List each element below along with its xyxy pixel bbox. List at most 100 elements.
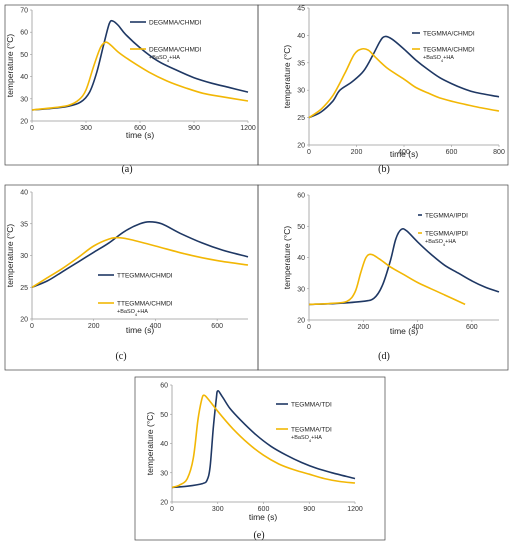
legend-entry-additive: +BaSO4+HA bbox=[425, 239, 456, 247]
panel-label: (c) bbox=[115, 351, 126, 362]
x-tick-label: 400 bbox=[398, 149, 410, 156]
series-line-filled bbox=[171, 394, 356, 489]
legend-entry-additive: +BaSO4+HA bbox=[149, 55, 180, 63]
legend: DEGMMA/CHMDI DEGMMA/CHMDI +BaSO4+HA bbox=[130, 19, 202, 63]
legend-entry-additive: +BaSO4+HA bbox=[117, 309, 148, 317]
y-tick-label: 35 bbox=[20, 221, 28, 228]
x-tick-label: 0 bbox=[30, 323, 34, 330]
series-line-filled bbox=[31, 236, 249, 288]
series-line-neat bbox=[308, 227, 500, 306]
x-tick-label: 0 bbox=[170, 506, 174, 513]
legend: TEGMMA/TDI TEGMMA/TDI +BaSO4+HA bbox=[276, 401, 332, 443]
series-line-neat bbox=[31, 19, 249, 111]
panel-label: (a) bbox=[121, 164, 132, 175]
y-axis-label: temperature (°C) bbox=[282, 45, 292, 109]
x-tick-label: 0 bbox=[307, 324, 311, 331]
x-axis-label: time (s) bbox=[249, 512, 278, 522]
x-tick-label: 300 bbox=[80, 125, 92, 132]
x-axis-label: time (s) bbox=[390, 326, 419, 336]
x-tick-label: 600 bbox=[466, 324, 478, 331]
legend-entry: DEGMMA/CHMDI bbox=[149, 46, 202, 53]
x-tick-label: 400 bbox=[150, 323, 162, 330]
legend-entry: TEGMMA/TDI bbox=[291, 401, 332, 408]
y-tick-label: 30 bbox=[20, 96, 28, 103]
y-tick-label: 50 bbox=[297, 224, 305, 231]
y-tick-label: 30 bbox=[297, 286, 305, 293]
series-line-filled bbox=[31, 41, 249, 111]
y-axis-label: temperature (°C) bbox=[5, 224, 15, 288]
x-axis-label: time (s) bbox=[126, 130, 155, 140]
y-tick-label: 30 bbox=[20, 253, 28, 260]
x-tick-label: 300 bbox=[212, 506, 224, 513]
x-tick-label: 0 bbox=[307, 149, 311, 156]
x-tick-label: 600 bbox=[134, 125, 146, 132]
legend-entry: TEGMMA/IPDI bbox=[425, 230, 468, 237]
y-tick-label: 20 bbox=[20, 317, 28, 324]
x-tick-label: 0 bbox=[30, 125, 34, 132]
legend-entry: TTEGMMA/CHMDI bbox=[117, 300, 173, 307]
series-line-neat bbox=[308, 35, 500, 119]
y-tick-label: 20 bbox=[160, 500, 168, 507]
y-tick-label: 20 bbox=[297, 143, 305, 150]
y-tick-label: 20 bbox=[297, 318, 305, 325]
legend-entry: TEGMMA/TDI bbox=[291, 426, 332, 433]
x-tick-label: 600 bbox=[258, 506, 270, 513]
x-axis-label: time (s) bbox=[390, 149, 419, 159]
x-tick-label: 900 bbox=[303, 506, 315, 513]
panel-label: (d) bbox=[378, 351, 390, 362]
y-tick-label: 40 bbox=[20, 74, 28, 81]
y-tick-label: 40 bbox=[297, 33, 305, 40]
series-line-neat bbox=[171, 390, 356, 489]
y-tick-label: 25 bbox=[297, 115, 305, 122]
x-tick-label: 200 bbox=[351, 149, 363, 156]
y-tick-label: 20 bbox=[20, 119, 28, 126]
y-tick-label: 40 bbox=[160, 441, 168, 448]
chart-panel-1: 20 30 40 50 60 70 0 300 600 900 1200 time (s) temper… bbox=[4, 4, 259, 175]
y-tick-label: 60 bbox=[20, 30, 28, 37]
panel-label: (e) bbox=[253, 530, 264, 541]
series-line-filled bbox=[308, 47, 500, 119]
legend-entry: TTEGMMA/CHMDI bbox=[117, 272, 173, 279]
x-tick-label: 600 bbox=[446, 149, 458, 156]
legend-entry-additive: +BaSO4+HA bbox=[423, 55, 454, 63]
x-tick-label: 600 bbox=[211, 323, 223, 330]
y-tick-label: 40 bbox=[297, 255, 305, 262]
y-tick-label: 60 bbox=[297, 193, 305, 200]
series-line-filled bbox=[308, 253, 466, 306]
series-line-neat bbox=[31, 220, 249, 289]
panel-label: (b) bbox=[378, 164, 390, 175]
x-tick-label: 200 bbox=[88, 323, 100, 330]
legend-entry-additive: +BaSO4+HA bbox=[291, 435, 322, 443]
y-tick-label: 50 bbox=[20, 52, 28, 59]
y-tick-label: 45 bbox=[297, 6, 305, 13]
legend-entry: TEGMMA/IPDI bbox=[425, 212, 468, 219]
y-axis-label: temperature (°C) bbox=[5, 34, 15, 98]
legend: TTEGMMA/CHMDI TTEGMMA/CHMDI +BaSO4+HA bbox=[98, 272, 173, 317]
chart-panel-2: 20 25 30 35 40 45 0 200 400 600 800 time (s) tempera… bbox=[257, 4, 509, 175]
panel-frame bbox=[257, 4, 509, 166]
legend: TEGMMA/CHMDI TEGMMA/CHMDI +BaSO4+HA bbox=[412, 30, 475, 63]
y-tick-label: 30 bbox=[297, 88, 305, 95]
x-tick-label: 200 bbox=[357, 324, 369, 331]
x-tick-label: 1200 bbox=[347, 506, 363, 513]
legend-entry: DEGMMA/CHMDI bbox=[149, 19, 202, 26]
legend: TEGMMA/IPDI TEGMMA/IPDI +BaSO4+HA bbox=[418, 212, 468, 247]
x-tick-label: 400 bbox=[412, 324, 424, 331]
y-tick-label: 40 bbox=[20, 190, 28, 197]
y-tick-label: 70 bbox=[20, 8, 28, 15]
x-axis-label: time (s) bbox=[126, 325, 155, 335]
x-tick-label: 1200 bbox=[240, 125, 256, 132]
x-tick-label: 900 bbox=[188, 125, 200, 132]
x-tick-label: 800 bbox=[493, 149, 505, 156]
y-axis-label: temperature (°C) bbox=[282, 226, 292, 290]
panel-frame bbox=[257, 184, 509, 371]
y-tick-label: 35 bbox=[297, 60, 305, 67]
y-axis-label: temperature (°C) bbox=[145, 412, 155, 476]
panel-frame bbox=[134, 376, 386, 541]
y-tick-label: 60 bbox=[160, 383, 168, 390]
legend-entry: TEGMMA/CHMDI bbox=[423, 46, 475, 53]
